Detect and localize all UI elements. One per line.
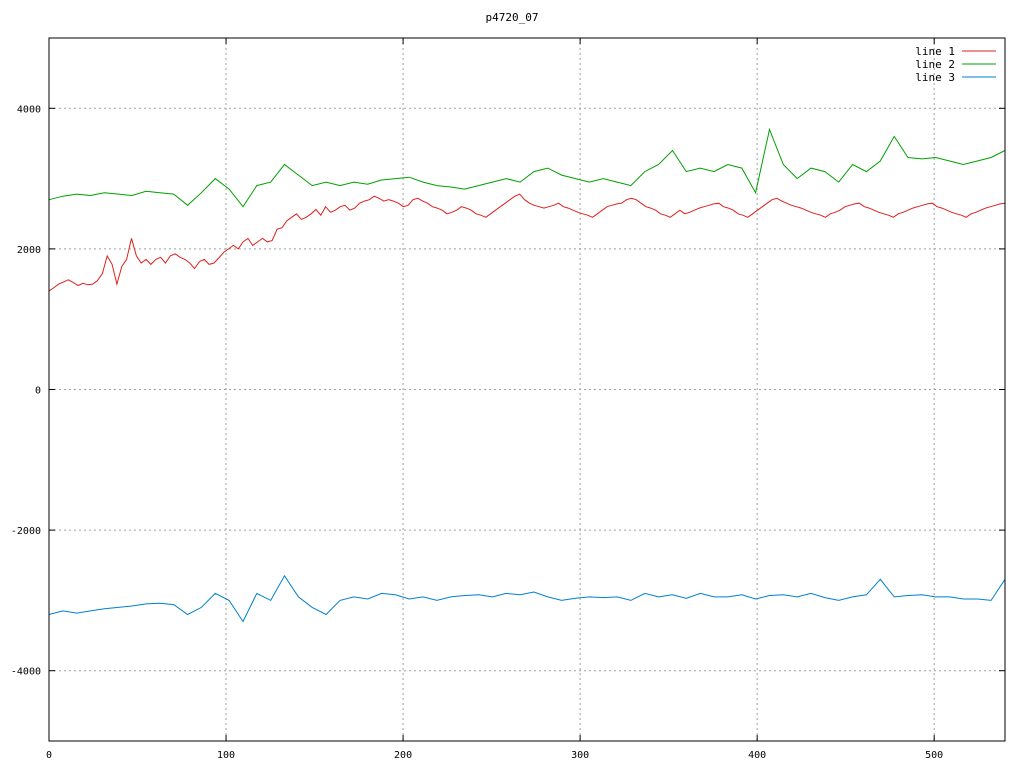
y-tick-label: 0 — [35, 386, 41, 397]
axis-ticks: 0 100 200 300 400 500 -4000 -2000 0 2000 4000 — [11, 38, 1005, 761]
y-tick-label: 2000 — [17, 245, 41, 256]
x-tick-label: 100 — [217, 750, 235, 761]
plot-frame — [48, 37, 1006, 742]
y-tick-label: -2000 — [11, 526, 41, 537]
series-lines — [48, 127, 1006, 623]
x-tick-label: 300 — [571, 750, 589, 761]
series-line-3 — [48, 574, 1006, 623]
grid-lines — [49, 38, 1005, 741]
legend-label-3: line 3 — [915, 71, 955, 84]
series-line-1 — [48, 193, 1006, 292]
y-tick-label: 4000 — [17, 104, 41, 115]
legend-label-2: line 2 — [915, 58, 955, 71]
x-tick-label: 400 — [748, 750, 766, 761]
x-tick-label: 500 — [925, 750, 943, 761]
legend-label-1: line 1 — [915, 45, 955, 58]
y-tick-label: -4000 — [11, 667, 41, 678]
x-tick-label: 0 — [46, 750, 52, 761]
x-tick-label: 200 — [394, 750, 412, 761]
chart-title: p4720_07 — [486, 11, 539, 24]
series-line-2 — [48, 127, 1006, 208]
